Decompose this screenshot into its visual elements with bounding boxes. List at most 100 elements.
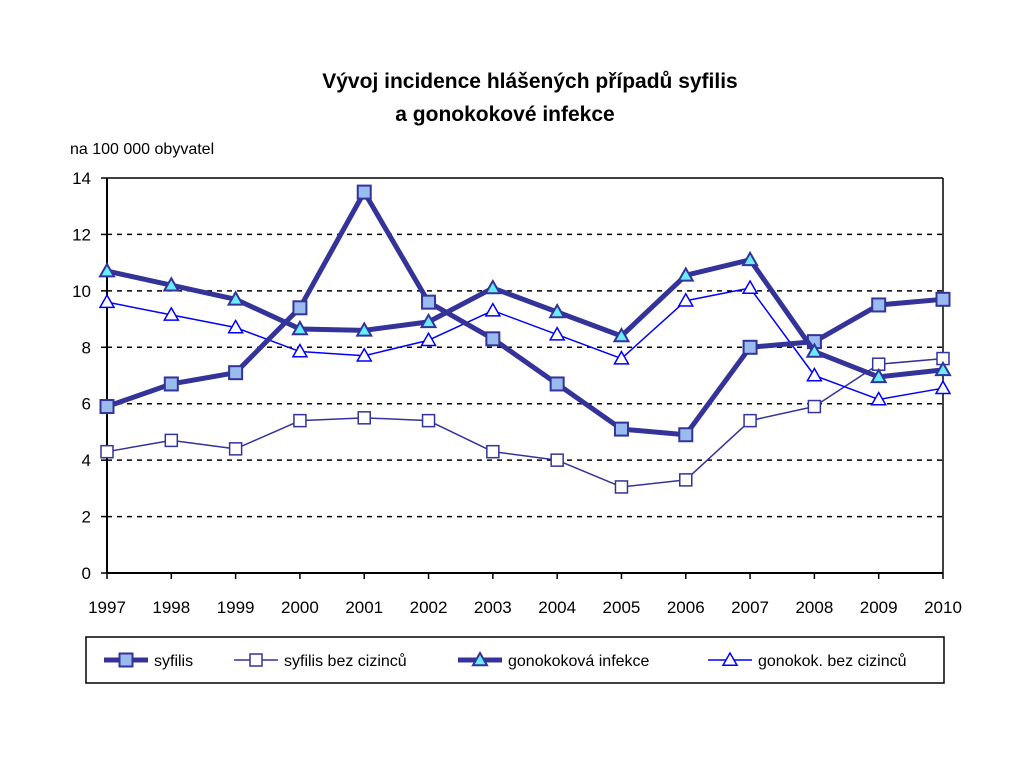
legend-item: syfilis <box>104 652 193 670</box>
x-tick-label: 2000 <box>281 598 319 617</box>
legend-label: syfilis <box>154 653 193 670</box>
x-tick-label: 2009 <box>860 598 898 617</box>
legend-item: syfilis bez cizinců <box>234 652 407 670</box>
x-tick-label: 1999 <box>217 598 255 617</box>
data-point <box>163 376 179 392</box>
x-tick-label: 2005 <box>603 598 641 617</box>
data-point <box>486 444 500 459</box>
series-syfilis-bez-cizinců <box>100 351 950 494</box>
legend-item: gonokok. bez cizinců <box>708 651 907 670</box>
data-point <box>228 365 244 381</box>
series-line <box>106 357 944 488</box>
series-gonokoková-infekce <box>98 250 952 384</box>
chart-title-line-2: a gonokokové infekce <box>395 103 614 126</box>
data-point <box>421 294 437 310</box>
data-point <box>98 293 116 309</box>
data-point <box>291 319 309 336</box>
x-tick-label: 2003 <box>474 598 512 617</box>
data-point <box>420 331 437 347</box>
legend-marker <box>471 650 489 667</box>
legend-label: syfilis bez cizinců <box>284 652 407 670</box>
series-line <box>106 287 944 401</box>
data-point <box>228 442 243 456</box>
data-point <box>421 413 436 428</box>
legend-item: gonokoková infekce <box>458 650 650 670</box>
data-point <box>484 279 502 295</box>
x-tick-label: 2007 <box>731 598 769 617</box>
data-point <box>807 399 822 414</box>
series-syfilis <box>99 184 951 443</box>
y-tick-label: 2 <box>82 508 91 527</box>
legend-marker <box>721 651 739 666</box>
data-point <box>485 331 501 347</box>
data-point <box>741 250 759 267</box>
data-point <box>100 444 114 459</box>
data-point <box>934 379 952 395</box>
data-point <box>292 300 308 316</box>
data-point <box>226 290 245 306</box>
y-tick-label: 14 <box>72 169 91 188</box>
data-point <box>743 413 757 428</box>
data-point <box>548 326 566 341</box>
data-point <box>355 321 373 337</box>
y-tick-label: 0 <box>82 564 91 583</box>
data-point <box>742 339 758 355</box>
data-point <box>98 262 116 278</box>
x-tick-label: 1998 <box>152 598 190 617</box>
data-point <box>678 427 694 443</box>
data-point <box>613 421 629 437</box>
data-point <box>679 473 693 487</box>
series-gonokok-bez-cizinců <box>98 279 952 406</box>
x-tick-label: 2001 <box>345 598 383 617</box>
data-point <box>550 453 564 467</box>
x-tick-label: 2008 <box>795 598 833 617</box>
data-point <box>549 376 565 392</box>
data-point <box>548 303 566 319</box>
y-tick-label: 4 <box>82 451 91 470</box>
data-point <box>162 276 181 292</box>
data-point <box>99 399 115 415</box>
data-point <box>935 291 951 307</box>
chart-title-line-1: Vývoj incidence hlášených případů syfili… <box>322 70 737 93</box>
x-tick-label: 2002 <box>410 598 448 617</box>
data-point <box>163 306 180 321</box>
data-point <box>613 350 630 365</box>
data-point <box>741 279 759 295</box>
data-point <box>614 480 629 494</box>
data-point <box>357 411 371 425</box>
data-point <box>291 343 309 358</box>
y-tick-label: 8 <box>82 338 91 357</box>
data-point <box>355 347 373 362</box>
legend-label: gonokoková infekce <box>508 653 650 670</box>
legend-marker <box>249 653 263 667</box>
data-point <box>870 390 887 406</box>
data-point <box>869 367 888 384</box>
series-line <box>106 257 944 380</box>
data-point <box>677 292 695 307</box>
x-tick-label: 2004 <box>538 598 576 617</box>
x-tick-label: 1997 <box>88 598 126 617</box>
legend: syfilis syfilis bez cizinců gonokoková inf… <box>85 636 945 684</box>
data-point <box>484 302 502 317</box>
data-point <box>612 326 631 343</box>
data-point <box>164 433 179 448</box>
y-tick-label: 6 <box>82 395 91 414</box>
legend-box <box>85 636 945 684</box>
data-point <box>677 266 695 282</box>
data-point <box>356 184 372 200</box>
data-point <box>419 312 438 329</box>
x-tick-label: 2010 <box>924 598 962 617</box>
x-tick-label: 2006 <box>667 598 705 617</box>
data-point <box>934 360 952 377</box>
data-point <box>806 366 823 382</box>
data-point <box>805 342 824 358</box>
data-point <box>227 319 244 334</box>
y-tick-label: 10 <box>72 282 91 301</box>
data-point <box>293 413 307 428</box>
series-line <box>106 189 944 438</box>
y-axis-label: na 100 000 obyvatel <box>70 141 214 158</box>
data-point <box>871 297 887 313</box>
legend-label: gonokok. bez cizinců <box>758 652 907 670</box>
y-tick-label: 12 <box>72 225 91 244</box>
